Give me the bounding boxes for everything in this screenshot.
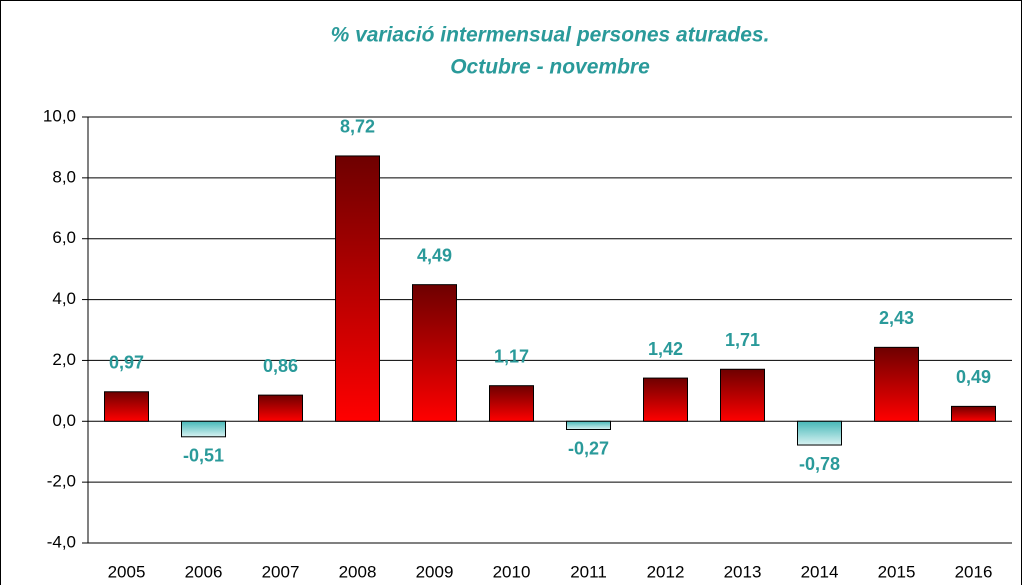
x-tick-label: 2011	[570, 562, 607, 581]
x-tick-label: 2013	[724, 562, 762, 581]
x-tick-label: 2012	[647, 562, 685, 581]
bar	[951, 405, 996, 422]
x-tick-label: 2006	[185, 562, 223, 581]
chart-subtitle: Octubre - novembre	[450, 56, 650, 79]
x-tick-label: 2008	[339, 562, 377, 581]
value-label: 2,43	[879, 308, 914, 328]
value-label: 0,97	[109, 353, 144, 373]
value-label: 1,42	[648, 339, 683, 359]
x-tick-label: 2014	[801, 562, 839, 581]
x-tick-label: 2005	[108, 562, 146, 581]
bar	[489, 385, 534, 422]
x-tick-label: 2007	[262, 562, 300, 581]
value-label: 1,71	[725, 330, 760, 350]
y-tick-label: 4,0	[52, 289, 76, 308]
bar	[566, 420, 611, 431]
y-tick-label: 6,0	[52, 228, 76, 247]
y-tick-label: 0,0	[52, 411, 76, 430]
value-label: 1,17	[494, 346, 529, 366]
bar	[104, 391, 149, 422]
y-tick-label: 2,0	[52, 350, 76, 369]
bar	[412, 284, 457, 422]
x-tick-label: 2015	[878, 562, 916, 581]
value-label: 8,72	[340, 117, 375, 137]
value-label: 0,49	[956, 367, 991, 387]
chart-title: % variació intermensual persones aturade…	[331, 24, 770, 47]
value-label: -0,51	[183, 446, 224, 466]
value-label: -0,27	[568, 438, 609, 458]
bar	[181, 420, 226, 438]
y-tick-label: -2,0	[47, 472, 76, 491]
x-tick-label: 2010	[493, 562, 531, 581]
bar	[797, 420, 842, 446]
value-label: -0,78	[799, 454, 840, 474]
bar	[720, 368, 765, 422]
bar	[258, 394, 303, 422]
value-label: 4,49	[417, 245, 452, 265]
y-tick-label: 8,0	[52, 167, 76, 186]
x-tick-label: 2016	[955, 562, 993, 581]
x-tick-label: 2009	[416, 562, 454, 581]
y-tick-label: 10,0	[43, 106, 76, 125]
y-tick-label: -4,0	[47, 532, 76, 551]
bar	[643, 377, 688, 422]
value-label: 0,86	[263, 356, 298, 376]
bar	[335, 155, 380, 422]
bar	[874, 346, 919, 422]
